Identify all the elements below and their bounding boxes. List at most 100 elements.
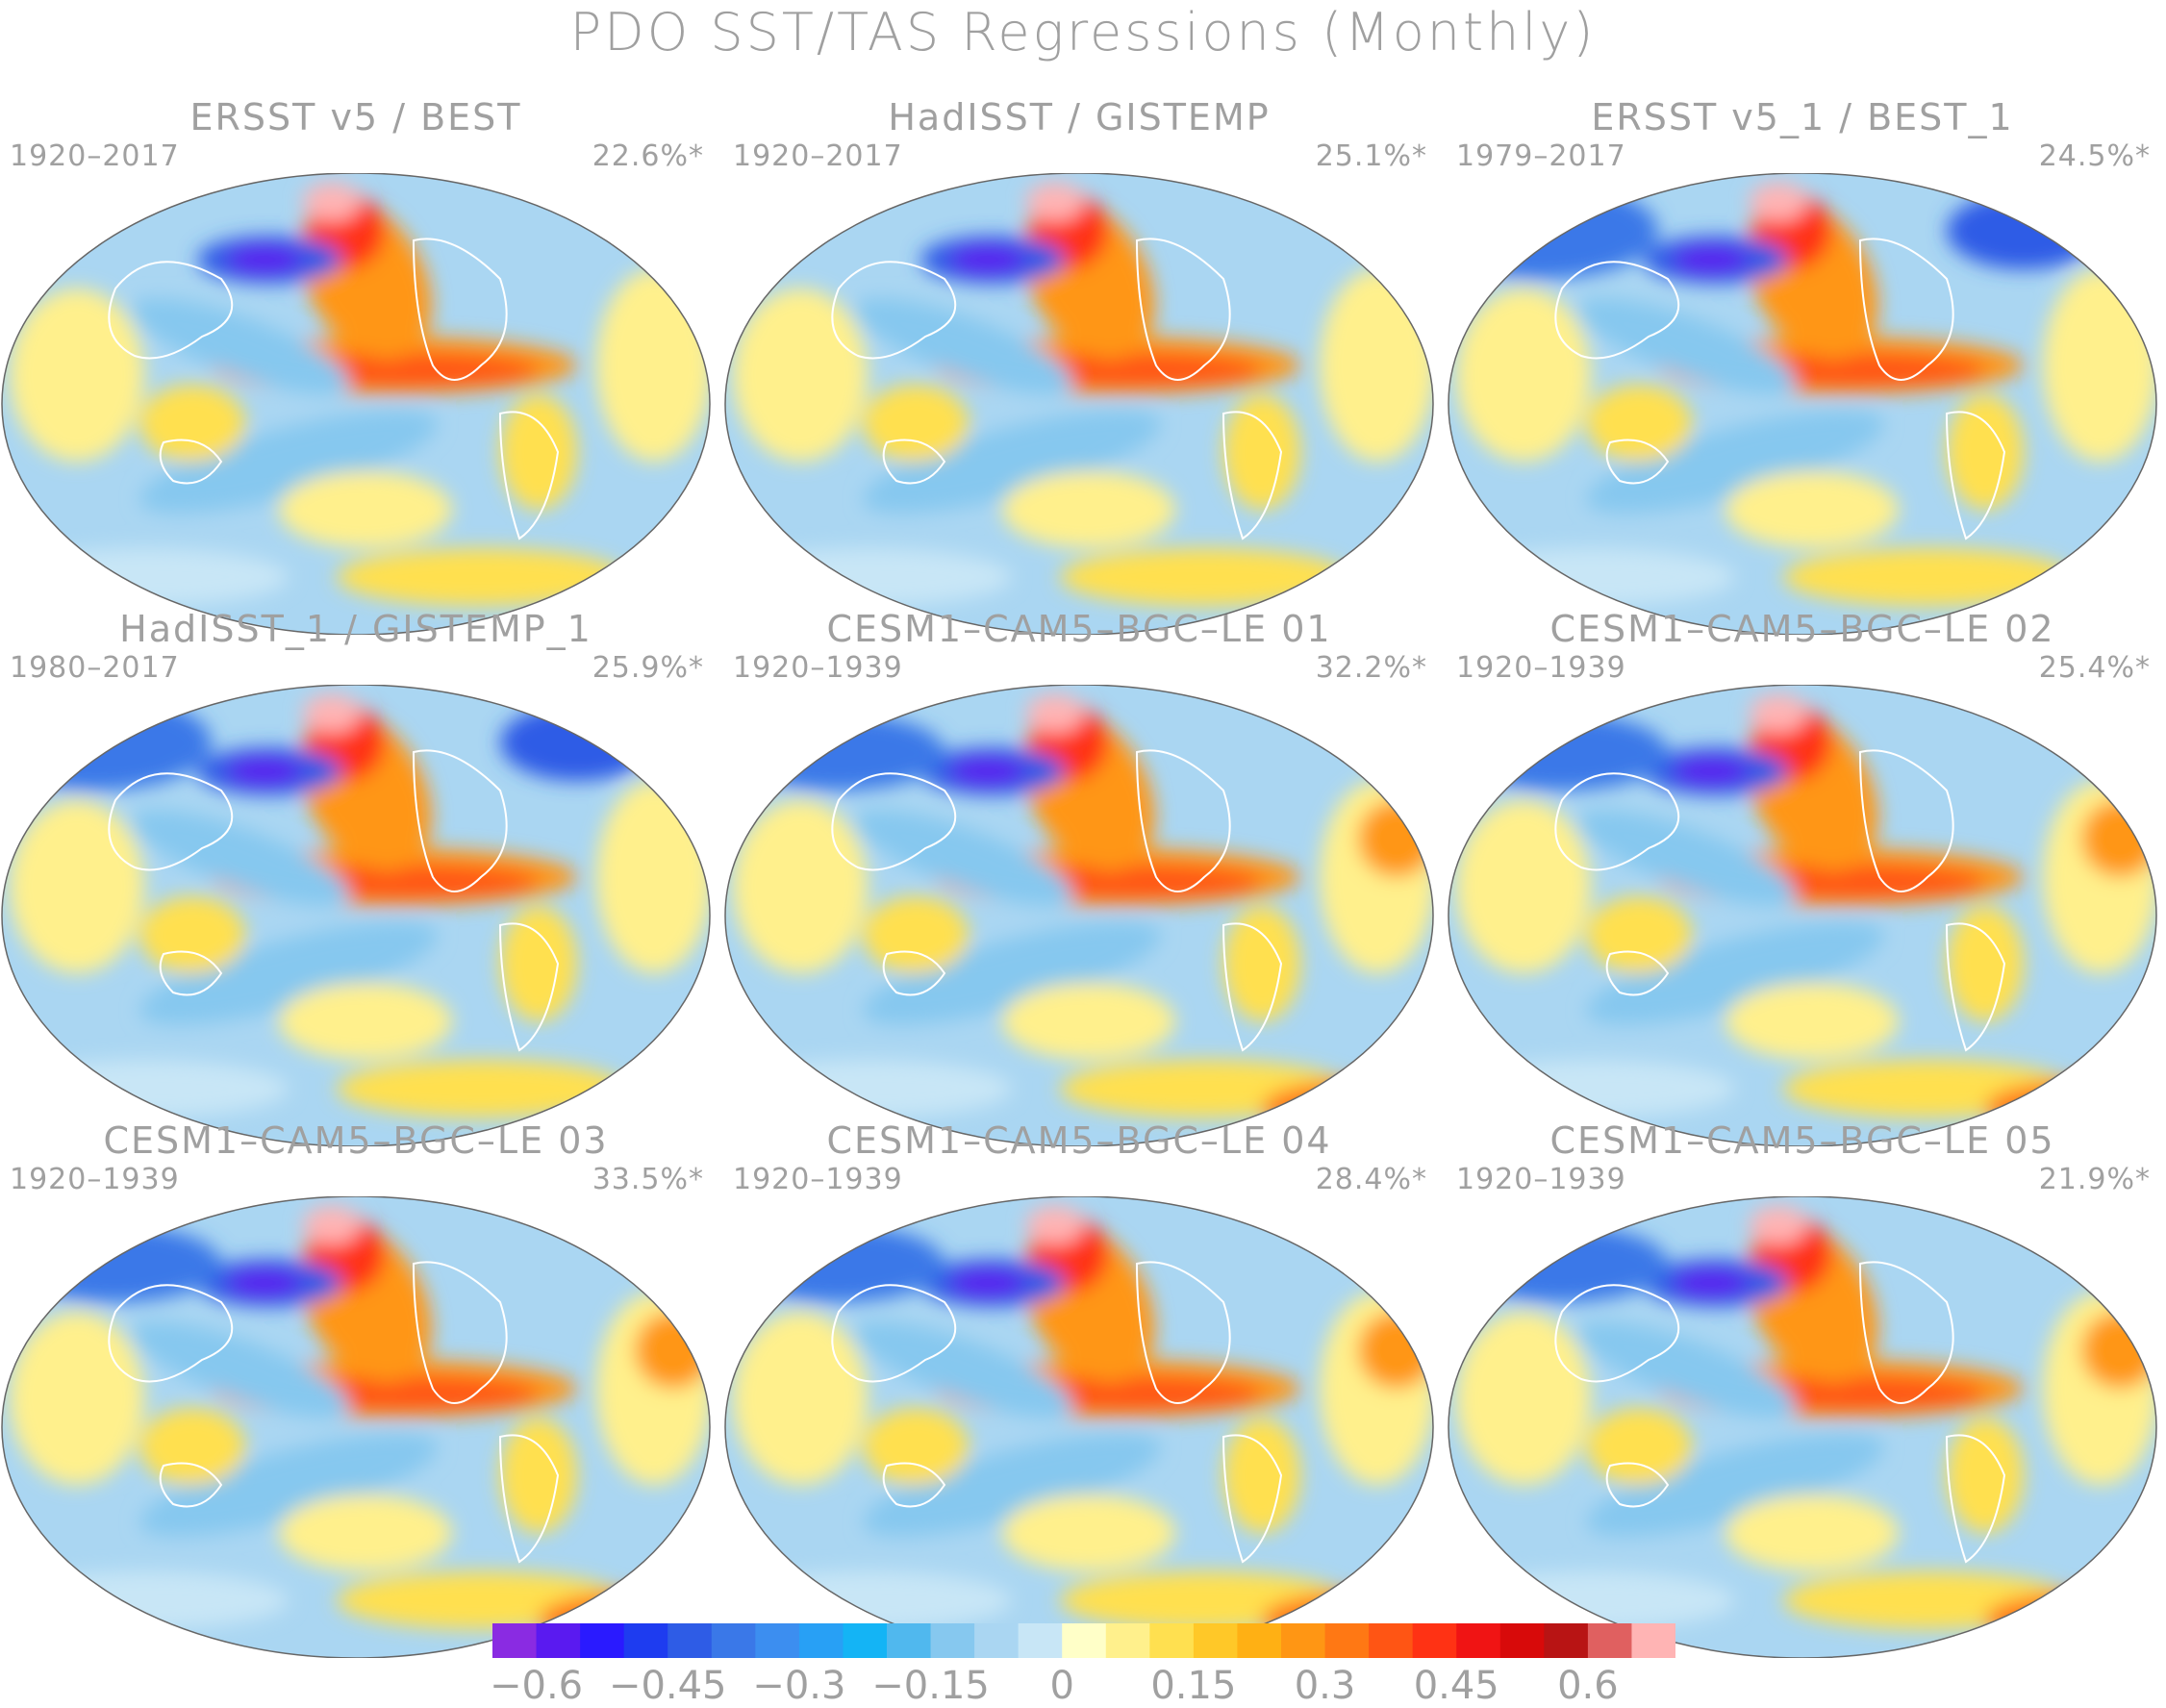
- colorbar-swatch: [1149, 1623, 1195, 1658]
- anomaly-patch: [1060, 548, 1348, 606]
- anomaly-patch: [303, 694, 361, 733]
- anomaly-patch: [226, 1269, 303, 1296]
- map-panel: ERSST v5_1 / BEST_1 1979–2017 24.5%*: [1447, 96, 2158, 635]
- anomaly-patch: [1026, 694, 1084, 733]
- world-map: [1, 685, 711, 1146]
- panel-title: CESM1–CAM5–BGC–LE 05: [1549, 1119, 2055, 1162]
- anomaly-patch: [2, 1571, 289, 1629]
- map-panel: CESM1–CAM5–BGC–LE 03 1920–1939 33.5%*: [0, 1119, 712, 1658]
- anomaly-patch: [2, 548, 289, 606]
- anomaly-patch: [1586, 1433, 1884, 1537]
- anomaly-patch: [1577, 1321, 1797, 1418]
- panel-title: CESM1–CAM5–BGC–LE 02: [1549, 608, 2055, 650]
- map-frame: [724, 173, 1434, 635]
- map-frame: [1, 1196, 711, 1658]
- coastlines: [831, 749, 1283, 1052]
- colorbar-swatch: [1324, 1623, 1370, 1658]
- anomaly-patch: [500, 906, 577, 1021]
- anomaly-patch: [1725, 471, 1899, 548]
- map-panel: HadISST / GISTEMP 1920–2017 25.1%*: [723, 96, 1435, 635]
- anomaly-patch: [303, 1206, 361, 1244]
- anomaly-patch: [279, 983, 452, 1060]
- anomaly-patch: [863, 1433, 1161, 1537]
- colorbar-swatch: [1412, 1623, 1457, 1658]
- colorbar-swatch: [1587, 1623, 1632, 1658]
- anomaly-patch: [226, 758, 303, 785]
- anomaly-patch: [226, 246, 303, 273]
- anomaly-patch: [1586, 385, 1692, 462]
- panel-title: CESM1–CAM5–BGC–LE 03: [103, 1119, 609, 1162]
- map-frame: [724, 685, 1434, 1146]
- panel-period: 1920–1939: [733, 1163, 903, 1196]
- anomaly-patch: [1947, 1418, 2024, 1533]
- anomaly-patch: [863, 385, 969, 462]
- anomaly-patch: [1456, 1225, 1668, 1302]
- anomaly-patch: [500, 1418, 577, 1533]
- world-map: [724, 685, 1434, 1146]
- anomaly-patch: [1750, 694, 1807, 733]
- panel-title: CESM1–CAM5–BGC–LE 01: [826, 608, 1332, 650]
- anomaly-patch: [1002, 471, 1175, 548]
- colorbar-swatch: [755, 1623, 800, 1658]
- coastlines: [831, 1261, 1283, 1564]
- anomaly-patch: [854, 298, 1073, 394]
- anomaly-patch: [1586, 921, 1884, 1025]
- anomaly-patch: [10, 1225, 221, 1302]
- anomaly-patch: [1577, 810, 1797, 906]
- coastlines: [108, 1261, 560, 1564]
- map-frame: [1448, 173, 2157, 635]
- anomaly-patch: [1750, 183, 1807, 221]
- anomaly-patch: [863, 921, 1161, 1025]
- anomaly-patch: [2043, 269, 2156, 462]
- anomaly-patch: [279, 1494, 452, 1571]
- anomaly-patch: [139, 896, 245, 973]
- colorbar-swatch: [1105, 1623, 1150, 1658]
- map-frame: [1, 685, 711, 1146]
- anomaly-patch: [303, 183, 361, 221]
- panel-variance: 32.2%*: [1315, 651, 1427, 685]
- anomaly-patch: [1783, 548, 2072, 606]
- colorbar-swatch: [492, 1623, 538, 1658]
- colorbar-tick-label: −0.6: [489, 1664, 584, 1708]
- anomaly-patch: [1725, 983, 1899, 1060]
- panel-period: 1920–1939: [1456, 651, 1626, 685]
- anomaly-patch: [725, 1060, 1012, 1118]
- panel-variance: 22.6%*: [592, 139, 704, 173]
- anomaly-patch: [854, 1321, 1073, 1418]
- colorbar-swatch: [580, 1623, 625, 1658]
- colorbar-tick-label: −0.45: [608, 1664, 727, 1708]
- anomaly-patch: [854, 810, 1073, 906]
- anomaly-patch: [1320, 269, 1433, 462]
- anomaly-patch: [725, 548, 1012, 606]
- map-frame: [1, 173, 711, 635]
- colorbar-tick-label: 0.45: [1413, 1664, 1499, 1708]
- panel-period: 1920–2017: [733, 139, 903, 173]
- anomaly-patch: [1448, 548, 1735, 606]
- anomaly-patch: [1586, 410, 1884, 514]
- anomaly-patch: [1358, 800, 1433, 877]
- panel-period: 1979–2017: [1456, 139, 1626, 173]
- colorbar-swatch: [1631, 1623, 1675, 1658]
- panel-period: 1920–1939: [1456, 1163, 1626, 1196]
- world-map: [1, 173, 711, 635]
- anomaly-patch: [1026, 1206, 1084, 1244]
- colorbar-swatch: [1369, 1623, 1414, 1658]
- map-panel: ERSST v5 / BEST 1920–2017 22.6%*: [0, 96, 712, 635]
- colorbar-swatch: [1062, 1623, 1107, 1658]
- anomaly-patch: [131, 1321, 350, 1418]
- anomaly-patch: [863, 1408, 969, 1485]
- anomaly-patch: [1002, 1494, 1175, 1571]
- panel-variance: 25.4%*: [2038, 651, 2151, 685]
- anomaly-patch: [949, 246, 1026, 273]
- anomaly-patch: [1673, 246, 1750, 273]
- coastlines: [831, 238, 1283, 540]
- coastlines: [1554, 238, 2006, 540]
- world-map: [1, 1196, 711, 1658]
- anomaly-patch: [1448, 1060, 1735, 1118]
- anomaly-patch: [1456, 714, 1668, 791]
- anomaly-patch: [1673, 758, 1750, 785]
- anomaly-patch: [139, 385, 245, 462]
- panel-variance: 21.9%*: [2038, 1163, 2151, 1196]
- anomaly-patch: [1947, 906, 2024, 1021]
- colorbar-swatch: [711, 1623, 756, 1658]
